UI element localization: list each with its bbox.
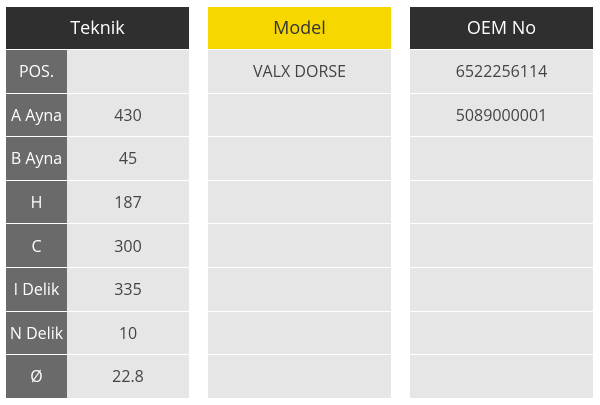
teknik-key: A Ayna [6, 93, 67, 137]
teknik-key: I Delik [6, 267, 67, 311]
teknik-key: C [6, 224, 67, 267]
oem-header: OEM No [410, 7, 593, 49]
oem-cell [410, 355, 593, 398]
oem-table: 6522256114 5089000001 [410, 50, 593, 398]
oem-row: 6522256114 [410, 50, 593, 93]
teknik-value: 10 [67, 311, 189, 355]
oem-panel: OEM No 6522256114 5089000001 [410, 7, 593, 398]
oem-row [410, 137, 593, 180]
oem-row [410, 180, 593, 224]
model-table: VALX DORSE [208, 50, 391, 398]
teknik-row-a-ayna: A Ayna 430 [6, 93, 189, 137]
oem-cell [410, 180, 593, 224]
model-cell [208, 355, 391, 398]
oem-row [410, 355, 593, 398]
oem-cell: 5089000001 [410, 93, 593, 137]
model-row [208, 311, 391, 355]
teknik-table: POS. A Ayna 430 B Ayna 45 H 187 C 300 I … [6, 50, 189, 398]
oem-row [410, 224, 593, 267]
model-header: Model [208, 7, 391, 49]
model-row [208, 137, 391, 180]
oem-cell [410, 267, 593, 311]
model-cell [208, 93, 391, 137]
model-panel: Model VALX DORSE [208, 7, 391, 398]
model-cell: VALX DORSE [208, 50, 391, 93]
oem-row [410, 267, 593, 311]
teknik-value: 22.8 [67, 355, 189, 398]
teknik-row-n-delik: N Delik 10 [6, 311, 189, 355]
teknik-value: 45 [67, 137, 189, 180]
oem-cell [410, 137, 593, 180]
teknik-row-c: C 300 [6, 224, 189, 267]
oem-row [410, 311, 593, 355]
teknik-value: 335 [67, 267, 189, 311]
teknik-value: 300 [67, 224, 189, 267]
teknik-value [67, 50, 189, 93]
teknik-key: N Delik [6, 311, 67, 355]
oem-row: 5089000001 [410, 93, 593, 137]
model-row [208, 224, 391, 267]
teknik-row-b-ayna: B Ayna 45 [6, 137, 189, 180]
model-cell [208, 267, 391, 311]
oem-cell [410, 311, 593, 355]
teknik-value: 430 [67, 93, 189, 137]
teknik-key: POS. [6, 50, 67, 93]
teknik-row-i-delik: I Delik 335 [6, 267, 189, 311]
teknik-panel: Teknik POS. A Ayna 430 B Ayna 45 H 187 C… [6, 7, 189, 398]
model-row [208, 355, 391, 398]
teknik-key: B Ayna [6, 137, 67, 180]
model-cell [208, 311, 391, 355]
teknik-key: Ø [6, 355, 67, 398]
model-cell [208, 180, 391, 224]
teknik-row-diameter: Ø 22.8 [6, 355, 189, 398]
oem-cell: 6522256114 [410, 50, 593, 93]
model-row [208, 267, 391, 311]
teknik-row-pos: POS. [6, 50, 189, 93]
teknik-header: Teknik [6, 7, 189, 49]
model-row [208, 93, 391, 137]
teknik-row-h: H 187 [6, 180, 189, 224]
model-row: VALX DORSE [208, 50, 391, 93]
teknik-key: H [6, 180, 67, 224]
teknik-value: 187 [67, 180, 189, 224]
model-row [208, 180, 391, 224]
oem-cell [410, 224, 593, 267]
model-cell [208, 137, 391, 180]
model-cell [208, 224, 391, 267]
